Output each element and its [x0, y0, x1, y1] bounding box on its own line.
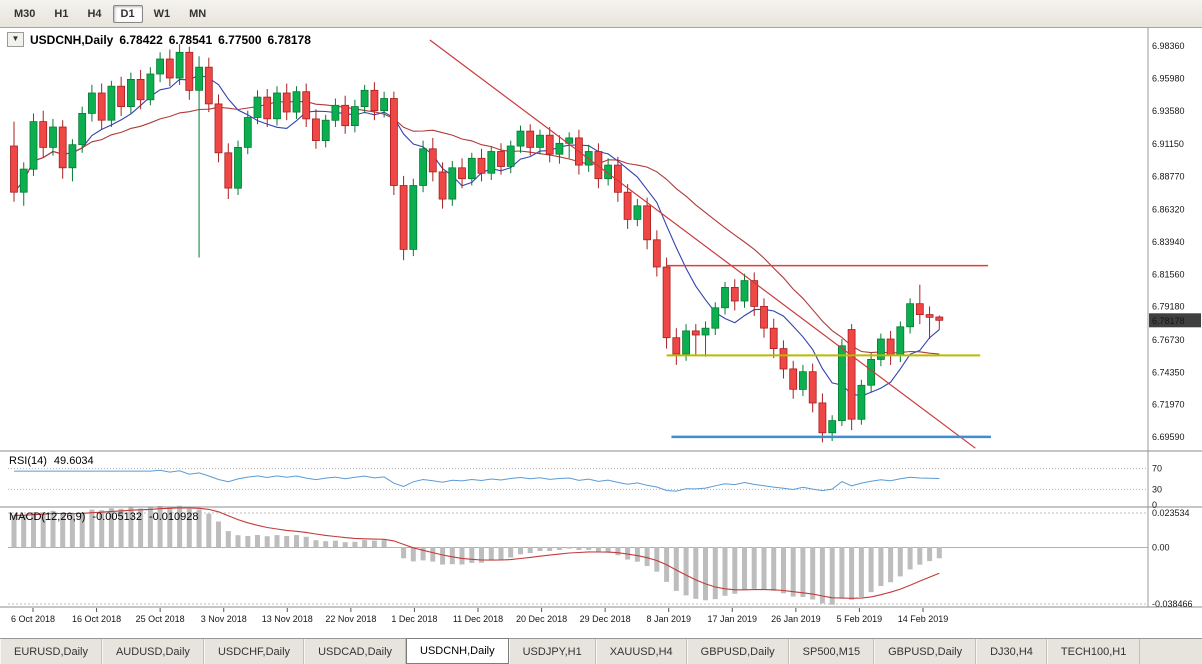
timeframe-button-h1[interactable]: H1 [54, 7, 69, 20]
ohlc-close: 6.78178 [267, 32, 311, 47]
ohlc-low: 6.77500 [218, 32, 262, 47]
chart-tab-xauusd-h4[interactable]: XAUUSD,H4 [595, 639, 687, 664]
current-price-badge: 6.78178 [1149, 313, 1201, 328]
macd-histogram [11, 505, 942, 605]
chart-canvas[interactable]: 6.98360 6.95980 6.93580 6.91150 6.88770 6.863… [0, 28, 1202, 638]
svg-text:20 Dec 2018: 20 Dec 2018 [516, 614, 567, 624]
svg-text:16 Oct 2018: 16 Oct 2018 [72, 614, 121, 624]
svg-text:0.023534: 0.023534 [1152, 508, 1190, 518]
timeframe-button-m30[interactable]: M30 [14, 7, 36, 20]
macd-name: MACD(12,26,9) [9, 511, 86, 523]
svg-text:3 Nov 2018: 3 Nov 2018 [201, 614, 247, 624]
rsi-axis[interactable]: 70 30 0 [1152, 464, 1162, 510]
svg-text:22 Nov 2018: 22 Nov 2018 [325, 614, 376, 624]
symbol-tabbar: EURUSD,Daily AUDUSD,Daily USDCHF,Daily USDC… [0, 638, 1202, 664]
chart-tab-tech100-h1[interactable]: TECH100,H1 [1046, 639, 1141, 664]
rsi-indicator-label: RSI(14) 49.6034 [9, 455, 94, 467]
macd-signal-line [14, 507, 940, 599]
trendline[interactable] [429, 39, 976, 449]
svg-text:0.00: 0.00 [1152, 543, 1170, 553]
chart-tab-dj30-h4[interactable]: DJ30,H4 [976, 639, 1047, 664]
chart-tab-gbpusd-daily[interactable]: GBPUSD,Daily [686, 639, 789, 664]
svg-text:70: 70 [1152, 464, 1162, 474]
chart-tab-sp500-m15[interactable]: SP500,M15 [788, 639, 875, 664]
svg-text:0: 0 [1152, 500, 1157, 510]
svg-text:25 Oct 2018: 25 Oct 2018 [136, 614, 185, 624]
svg-text:1 Dec 2018: 1 Dec 2018 [391, 614, 437, 624]
chart-tab-eurusd-daily[interactable]: EURUSD,Daily [0, 639, 102, 664]
chart-title: ▼ USDCNH,Daily 6.78422 6.78541 6.77500 6… [7, 32, 311, 47]
chart-tab-audusd-daily[interactable]: AUDUSD,Daily [101, 639, 204, 664]
svg-text:6.93580: 6.93580 [1152, 106, 1185, 116]
chart-tab-usdcnh-daily[interactable]: USDCNH,Daily [406, 638, 509, 664]
chart-tab-usdchf-daily[interactable]: USDCHF,Daily [203, 639, 305, 664]
svg-text:6.83940: 6.83940 [1152, 237, 1185, 247]
ohlc-high: 6.78541 [168, 32, 213, 47]
svg-text:8 Jan 2019: 8 Jan 2019 [646, 614, 691, 624]
symbol-name: USDCNH,Daily [30, 32, 114, 47]
svg-text:6.95980: 6.95980 [1152, 73, 1185, 83]
svg-text:-0.038466: -0.038466 [1152, 599, 1193, 609]
chart-tab-gbpusd-daily[interactable]: GBPUSD,Daily [874, 639, 977, 664]
svg-text:14 Feb 2019: 14 Feb 2019 [898, 614, 949, 624]
svg-text:6.79180: 6.79180 [1152, 302, 1185, 312]
macd-value1: -0.005132 [92, 511, 142, 523]
timeframe-toolbar: M30 H1 H4 D1 W1 MN [0, 0, 1202, 28]
svg-text:30: 30 [1152, 484, 1162, 494]
ma-fast-line[interactable] [13, 74, 940, 397]
svg-text:6.81560: 6.81560 [1152, 269, 1185, 279]
svg-text:6.98360: 6.98360 [1152, 41, 1185, 51]
macd-value2: -0.010928 [148, 511, 199, 523]
timeframe-button-h4[interactable]: H4 [87, 7, 102, 20]
svg-text:6.74350: 6.74350 [1152, 367, 1185, 377]
ma-slow-line[interactable] [13, 101, 940, 355]
svg-text:11 Dec 2018: 11 Dec 2018 [453, 614, 503, 624]
time-axis[interactable]: 6 Oct 2018 16 Oct 2018 25 Oct 2018 3 Nov 20… [11, 608, 948, 624]
chart-window: 6.98360 6.95980 6.93580 6.91150 6.88770 6.863… [0, 28, 1202, 638]
rsi-value: 49.6034 [53, 455, 94, 467]
price-axis[interactable]: 6.98360 6.95980 6.93580 6.91150 6.88770 6.863… [1152, 41, 1185, 442]
svg-text:26 Jan 2019: 26 Jan 2019 [771, 614, 821, 624]
svg-text:6.91150: 6.91150 [1152, 139, 1184, 149]
timeframe-button-d1[interactable]: D1 [112, 4, 143, 23]
svg-text:6.86320: 6.86320 [1152, 205, 1185, 215]
candlestick-series [10, 44, 944, 443]
rsi-line [14, 469, 940, 492]
svg-text:5 Feb 2019: 5 Feb 2019 [837, 614, 883, 624]
svg-text:6.69590: 6.69590 [1152, 432, 1185, 442]
chart-tab-usdjpy-h1[interactable]: USDJPY,H1 [508, 639, 596, 664]
ohlc-open: 6.78422 [119, 32, 163, 47]
svg-text:6 Oct 2018: 6 Oct 2018 [11, 614, 55, 624]
chart-tab-usdcad-daily[interactable]: USDCAD,Daily [304, 639, 407, 664]
svg-text:6.78178: 6.78178 [1152, 316, 1185, 326]
svg-text:29 Dec 2018: 29 Dec 2018 [580, 614, 631, 624]
macd-indicator-label: MACD(12,26,9) -0.005132 -0.010928 [9, 511, 199, 523]
svg-text:17 Jan 2019: 17 Jan 2019 [708, 614, 758, 624]
svg-text:6.76730: 6.76730 [1152, 335, 1185, 345]
svg-text:13 Nov 2018: 13 Nov 2018 [262, 614, 313, 624]
rsi-name: RSI(14) [9, 455, 47, 467]
timeframe-button-mn[interactable]: MN [189, 7, 207, 20]
chart-menu-icon[interactable]: ▼ [7, 32, 24, 47]
svg-text:6.71970: 6.71970 [1152, 400, 1185, 410]
macd-axis[interactable]: 0.023534 0.00 -0.038466 [1152, 508, 1193, 609]
svg-text:6.88770: 6.88770 [1152, 171, 1185, 181]
timeframe-button-w1[interactable]: W1 [153, 7, 171, 20]
